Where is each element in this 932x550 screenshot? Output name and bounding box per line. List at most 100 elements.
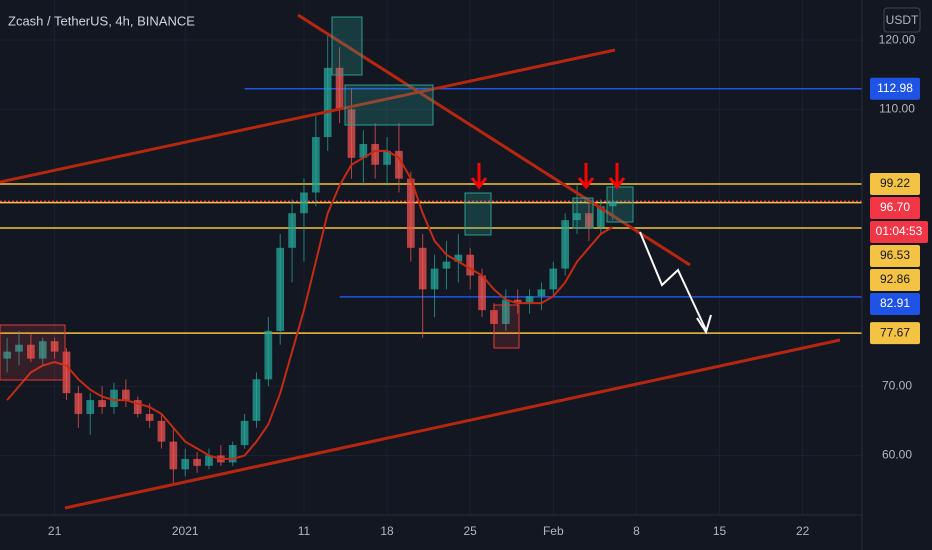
- candle-body: [585, 213, 593, 228]
- box: [572, 197, 594, 229]
- candle-body: [181, 458, 190, 470]
- axes: 21 2021 11 18 25 Feb 8 15 22 120.00 110.00 70.00 60.…: [48, 32, 928, 538]
- candle-body: [15, 344, 23, 352]
- candle-body: [573, 213, 581, 221]
- candle-body: [193, 458, 201, 466]
- candle-body: [454, 254, 463, 262]
- x-tick-label: 22: [796, 524, 810, 538]
- candle-body: [62, 351, 71, 394]
- candle-body: [323, 67, 332, 138]
- level-label-bg: [870, 196, 920, 219]
- x-tick-label: Feb: [543, 524, 564, 538]
- candle-body: [86, 400, 95, 414]
- candle-body: [98, 400, 106, 408]
- box: [606, 186, 634, 223]
- x-tick-label: 18: [380, 524, 394, 538]
- candle-body: [74, 393, 83, 414]
- y-tick-label: 60.00: [882, 448, 912, 462]
- candle-body: [228, 445, 237, 463]
- moving-average: [6, 149, 614, 460]
- candle-body: [406, 178, 415, 248]
- level-label: 92.86: [880, 272, 910, 286]
- level-label-bg: [870, 77, 920, 100]
- candle-body: [38, 341, 47, 359]
- candle-body: [418, 247, 427, 290]
- level-label: 77.67: [880, 325, 910, 339]
- candle-body: [537, 289, 546, 297]
- y-tick-label: 70.00: [882, 378, 912, 392]
- arrow-head: [696, 314, 712, 335]
- candle-body: [442, 261, 451, 269]
- currency[interactable]: USDT: [886, 13, 919, 27]
- candle-body: [264, 330, 273, 380]
- candle-body: [145, 413, 154, 421]
- candle-body: [121, 389, 130, 401]
- candle-body: [288, 213, 296, 248]
- candle-body: [430, 268, 439, 290]
- candle-body: [240, 420, 249, 446]
- x-tick-label: 2021: [172, 524, 199, 538]
- candle-body: [513, 299, 522, 304]
- x-tick-label: 21: [48, 524, 62, 538]
- candle-body: [335, 67, 344, 110]
- candle-body: [50, 341, 59, 352]
- x-tick-label: 15: [713, 524, 727, 538]
- candle-body: [133, 400, 142, 414]
- candle-body: [311, 137, 320, 193]
- candle-body: [276, 247, 285, 331]
- trend-line: [297, 13, 691, 267]
- candle-body: [395, 150, 403, 179]
- trend-line: [64, 338, 841, 510]
- box: [493, 304, 520, 349]
- chart-title: Zcash / TetherUS, 4h, BINANCE: [8, 13, 195, 28]
- level-label: 96.53: [880, 248, 910, 262]
- level-label-bg: [870, 322, 920, 345]
- x-tick-label: 8: [633, 524, 640, 538]
- box: [344, 84, 434, 126]
- level-label: 82.91: [880, 296, 910, 310]
- red-arrows: [470, 163, 626, 190]
- level-label: 112.98: [877, 81, 913, 95]
- currency-button[interactable]: [883, 7, 921, 33]
- x-tick-label: 25: [464, 524, 478, 538]
- x-tick-label: 11: [298, 524, 311, 538]
- countdown-bg: [870, 220, 928, 243]
- arrow: [639, 231, 707, 331]
- candle-body: [371, 143, 380, 165]
- y-tick-label: 120.00: [879, 32, 916, 46]
- levels: [0, 87, 862, 334]
- level-label: 99.22: [880, 176, 910, 190]
- candle-body: [525, 296, 534, 304]
- candle-body: [561, 220, 570, 269]
- box: [0, 324, 66, 381]
- candle-body: [596, 206, 605, 228]
- candle-body: [110, 389, 118, 408]
- candle-body: [157, 420, 166, 442]
- candle-body: [3, 351, 11, 359]
- level-label: 96.70: [880, 200, 910, 214]
- candle-body: [383, 150, 391, 165]
- box: [331, 16, 363, 76]
- drawings: [0, 13, 841, 510]
- candle-body: [608, 201, 617, 207]
- candle-body: [466, 254, 475, 276]
- y-tick-label: 110.00: [879, 102, 915, 116]
- candle-body: [347, 109, 356, 158]
- candle-body: [205, 455, 213, 466]
- candle-body: [252, 379, 261, 421]
- level-label-bg: [870, 268, 920, 291]
- candle-body: [359, 143, 368, 158]
- candle-body: [501, 299, 510, 324]
- countdown: 01:04:53: [876, 224, 923, 238]
- level-label-bg: [870, 172, 920, 195]
- candle-body: [27, 344, 35, 359]
- box: [464, 192, 492, 236]
- candle-body: [169, 441, 178, 470]
- candle-body: [478, 275, 486, 311]
- candle-body: [549, 268, 558, 290]
- level-label-bg: [870, 292, 920, 315]
- level-label-bg: [870, 244, 920, 267]
- candle-body: [300, 192, 308, 214]
